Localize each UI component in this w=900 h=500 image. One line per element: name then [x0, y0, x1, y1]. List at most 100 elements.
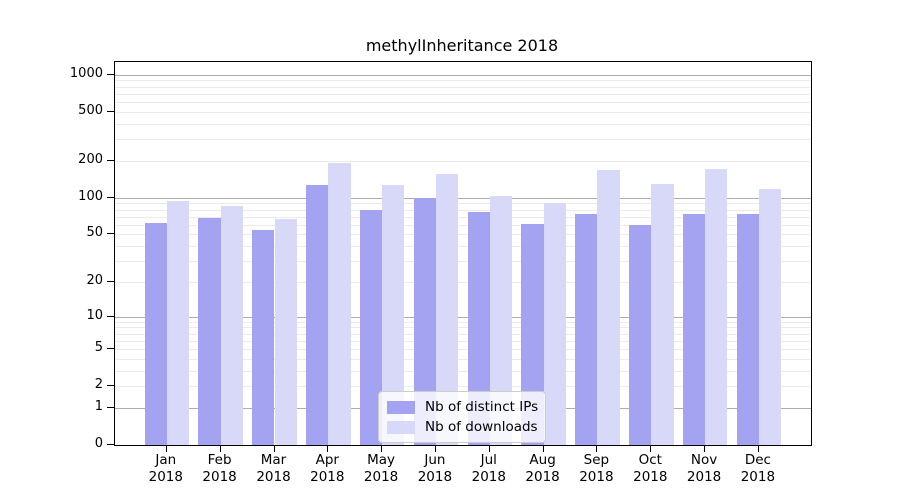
bar-distinct-ips-mar — [252, 230, 275, 445]
bar-downloads-mar — [274, 218, 297, 445]
y-tick-mark — [107, 348, 114, 349]
minor-gridline — [115, 349, 811, 350]
y-tick-mark — [107, 159, 114, 161]
minor-gridline — [115, 139, 811, 141]
minor-gridline — [115, 234, 811, 236]
bar-downloads-jan — [166, 200, 190, 445]
legend-item-distinct-ips: Nb of distinct IPs — [387, 397, 538, 417]
bar-distinct-ips-dec — [736, 213, 759, 445]
y-tick-label: 50 — [86, 225, 103, 241]
y-tick-mark — [107, 73, 114, 75]
legend-swatch-downloads-icon — [387, 420, 415, 434]
minor-gridline — [115, 281, 811, 283]
x-tick-mark — [381, 445, 383, 452]
bar-downloads-oct — [651, 183, 674, 445]
bar-distinct-ips-jul — [467, 211, 490, 445]
y-tick-mark — [107, 315, 114, 317]
y-tick-mark — [107, 385, 114, 387]
bar-distinct-ips-aug — [521, 223, 544, 445]
minor-gridline — [115, 160, 811, 162]
minor-gridline — [115, 246, 811, 247]
bar-downloads-may — [382, 184, 405, 445]
minor-gridline — [115, 224, 811, 226]
minor-gridline — [115, 327, 811, 329]
major-gridline — [115, 197, 811, 199]
bar-downloads-dec — [758, 188, 782, 445]
bar-downloads-nov — [705, 169, 728, 445]
bar-downloads-feb — [220, 206, 243, 445]
x-tick-label: Jul 2018 — [471, 452, 506, 485]
minor-gridline — [115, 80, 811, 82]
minor-gridline — [115, 340, 811, 342]
bar-distinct-ips-jan — [144, 222, 167, 445]
y-tick-label: 200 — [78, 151, 103, 167]
y-tick-label: 0 — [94, 436, 103, 451]
legend: Nb of distinct IPs Nb of downloads — [378, 391, 546, 443]
y-tick-mark — [107, 233, 114, 235]
bar-distinct-ips-feb — [198, 218, 221, 445]
x-tick-mark — [596, 445, 598, 452]
x-tick-label: Jun 2018 — [417, 452, 453, 485]
minor-gridline — [115, 102, 811, 103]
y-tick-label: 10 — [86, 307, 103, 323]
minor-gridline — [115, 260, 811, 262]
y-tick-mark — [107, 196, 114, 198]
y-tick-label: 100 — [78, 188, 103, 204]
minor-gridline — [115, 216, 811, 218]
minor-gridline — [115, 386, 811, 388]
x-tick-mark — [704, 445, 706, 452]
y-tick-label: 1000 — [69, 65, 103, 81]
bar-distinct-ips-oct — [629, 224, 652, 445]
bar-downloads-jun — [435, 174, 459, 445]
y-tick-label: 1 — [94, 398, 103, 414]
minor-gridline — [115, 203, 811, 205]
minor-gridline — [115, 370, 811, 372]
bar-distinct-ips-sep — [575, 214, 598, 445]
x-tick-mark — [757, 445, 759, 452]
bar-distinct-ips-nov — [682, 213, 706, 445]
bar-downloads-jul — [489, 195, 513, 445]
x-tick-label: Oct 2018 — [633, 452, 668, 485]
bar-distinct-ips-jun — [413, 198, 436, 445]
x-tick-label: May 2018 — [363, 452, 399, 485]
plot-area — [114, 61, 812, 446]
minor-gridline — [115, 209, 811, 211]
minor-gridline — [115, 321, 811, 323]
x-tick-label: Feb 2018 — [202, 452, 237, 485]
minor-gridline — [115, 123, 811, 125]
y-tick-label: 2 — [94, 377, 103, 393]
bar-distinct-ips-may — [359, 209, 383, 445]
x-tick-label: Apr 2018 — [310, 452, 345, 485]
x-tick-mark — [219, 445, 221, 452]
major-gridline — [115, 74, 811, 76]
x-tick-label: Nov 2018 — [686, 452, 722, 485]
x-tick-mark — [273, 445, 275, 452]
minor-gridline — [115, 333, 811, 335]
bar-downloads-sep — [597, 170, 620, 445]
y-tick-mark — [107, 280, 114, 282]
minor-gridline — [115, 358, 811, 360]
y-tick-mark — [107, 444, 114, 445]
minor-gridline — [115, 86, 811, 88]
legend-label-downloads: Nb of downloads — [425, 419, 538, 435]
major-gridline — [115, 316, 811, 318]
x-tick-label: Aug 2018 — [525, 452, 560, 485]
x-tick-label: Mar 2018 — [256, 452, 291, 485]
x-tick-mark — [165, 445, 167, 452]
x-tick-mark — [327, 445, 329, 452]
y-tick-mark — [107, 110, 114, 112]
bar-downloads-apr — [328, 162, 351, 445]
y-tick-label: 5 — [94, 340, 103, 355]
legend-item-downloads: Nb of downloads — [387, 417, 538, 437]
x-tick-label: Jan 2018 — [148, 452, 183, 485]
minor-gridline — [115, 111, 811, 113]
y-tick-mark — [107, 406, 114, 408]
y-tick-label: 20 — [86, 272, 103, 288]
x-tick-label: Sep 2018 — [579, 452, 614, 485]
minor-gridline — [115, 93, 811, 95]
x-tick-label: Dec 2018 — [740, 452, 776, 485]
x-tick-mark — [488, 445, 490, 452]
legend-swatch-distinct-ips-icon — [387, 400, 415, 414]
x-tick-mark — [650, 445, 652, 452]
